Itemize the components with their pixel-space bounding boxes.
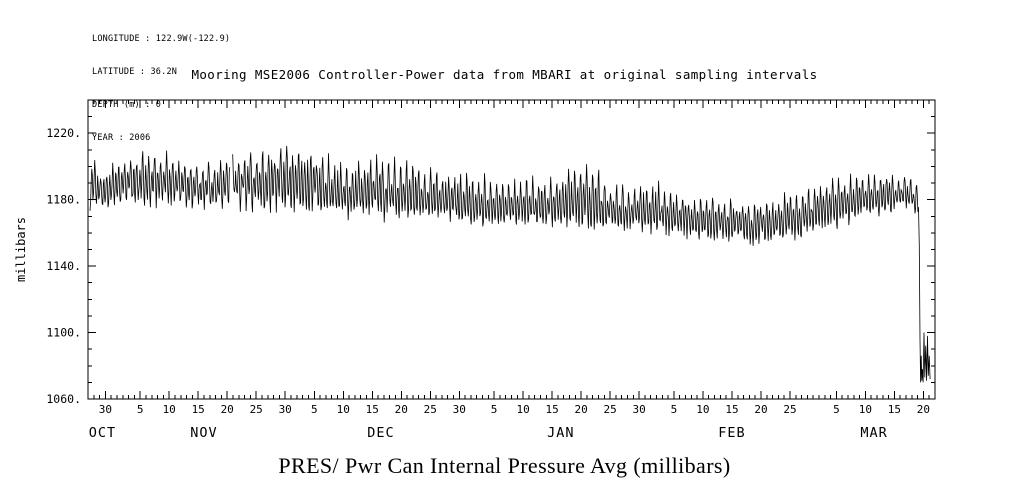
x-month-label: FEB [718,425,745,441]
x-month-label: JAN [547,425,574,441]
x-month-label: MAR [860,425,887,441]
x-tick-label: 5 [311,403,318,416]
x-tick-label: 15 [725,403,738,416]
x-tick-label: 30 [453,403,466,416]
x-tick-label: 20 [917,403,930,416]
y-tick-label: 1220. [46,126,81,140]
x-tick-label: 5 [137,403,144,416]
metadata-latitude: LATITUDE : 36.2N [92,67,178,77]
x-tick-label: 25 [250,403,263,416]
metadata-longitude: LONGITUDE : 122.9W(-122.9) [92,34,231,44]
x-tick-label: 15 [366,403,379,416]
x-tick-label: 20 [221,403,234,416]
x-tick-label: 10 [163,403,176,416]
x-month-label: NOV [190,425,217,441]
x-month-label: DEC [367,425,394,441]
x-tick-label: 25 [424,403,437,416]
y-tick-label: 1060. [46,392,81,406]
chart-footer-title: PRES/ Pwr Can Internal Pressure Avg (mil… [278,453,731,478]
x-tick-label: 25 [783,403,796,416]
x-tick-label: 10 [696,403,709,416]
y-tick-label: 1180. [46,193,81,207]
y-tick-label: 1140. [46,259,81,273]
x-tick-label: 30 [99,403,112,416]
x-tick-label: 5 [671,403,678,416]
x-tick-label: 20 [754,403,767,416]
x-tick-label: 20 [574,403,587,416]
x-tick-label: 10 [337,403,350,416]
x-tick-label: 30 [279,403,292,416]
x-tick-label: 10 [516,403,529,416]
y-axis-title: millibars [14,217,28,282]
x-tick-label: 25 [603,403,616,416]
pressure-series-line [89,145,931,383]
x-tick-label: 15 [545,403,558,416]
x-tick-label: 10 [859,403,872,416]
metadata-year: YEAR : 2006 [92,133,151,143]
x-tick-label: 15 [888,403,901,416]
x-month-label: OCT [89,425,116,441]
x-tick-label: 5 [491,403,498,416]
y-tick-label: 1100. [46,326,81,340]
x-tick-label: 5 [833,403,840,416]
x-tick-label: 20 [395,403,408,416]
x-tick-label: 15 [192,403,205,416]
x-tick-label: 30 [632,403,645,416]
chart-title: Mooring MSE2006 Controller-Power data fr… [191,67,818,82]
